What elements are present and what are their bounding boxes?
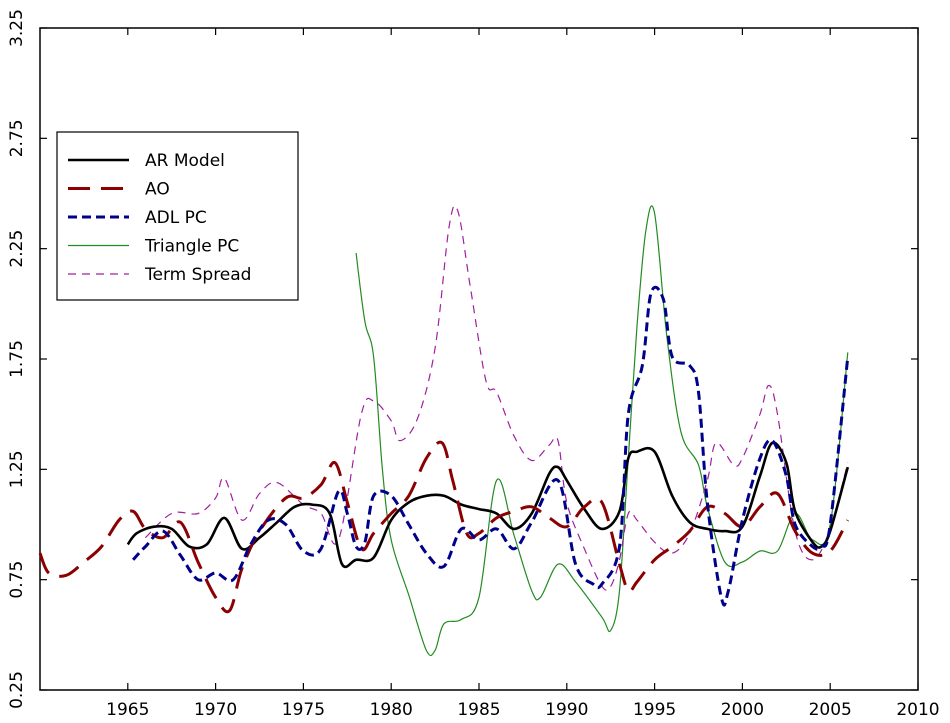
series-layer (38, 205, 850, 657)
x-tick-label: 1995 (633, 700, 676, 720)
x-tick-label: 1970 (194, 700, 237, 720)
legend-label: AR Model (145, 151, 225, 171)
x-tick-label: 2005 (809, 700, 852, 720)
plot-frame (39, 27, 919, 691)
y-tick-label: 1.25 (7, 450, 27, 488)
x-tick-label: 1990 (545, 700, 588, 720)
y-tick-label: 0.25 (7, 671, 27, 709)
x-tick-label: 1975 (282, 700, 325, 720)
legend-label: Triangle PC (144, 237, 239, 257)
series-line-ar-model (126, 441, 850, 569)
series-line-adl-pc (131, 285, 850, 607)
y-tick-label: 2.75 (7, 119, 27, 157)
x-tick-label: 1985 (457, 700, 500, 720)
legend-label: AO (145, 180, 170, 200)
series-line-ao (38, 440, 850, 614)
series-line-triangle-pc (355, 205, 849, 657)
legend-label: Term Spread (144, 265, 251, 285)
x-tick-label: 1980 (370, 700, 413, 720)
y-tick-label: 2.25 (7, 230, 27, 268)
y-axis: 0.25 0.75 1.25 1.75 2.25 2.75 3.25 (7, 9, 918, 709)
legend-label: ADL PC (145, 208, 207, 228)
y-tick-label: 1.75 (7, 340, 27, 378)
x-tick-label: 2010 (896, 700, 939, 720)
y-tick-label: 0.75 (7, 561, 27, 599)
x-tick-label: 2000 (721, 700, 764, 720)
y-tick-label: 3.25 (7, 9, 27, 47)
x-axis: 1965 1970 1975 1980 1985 1990 1995 2000 2005 2010 (106, 28, 940, 720)
legend: AR Model AO ADL PC Triangle PC Term Spread (56, 131, 299, 301)
x-tick-label: 1965 (106, 700, 149, 720)
